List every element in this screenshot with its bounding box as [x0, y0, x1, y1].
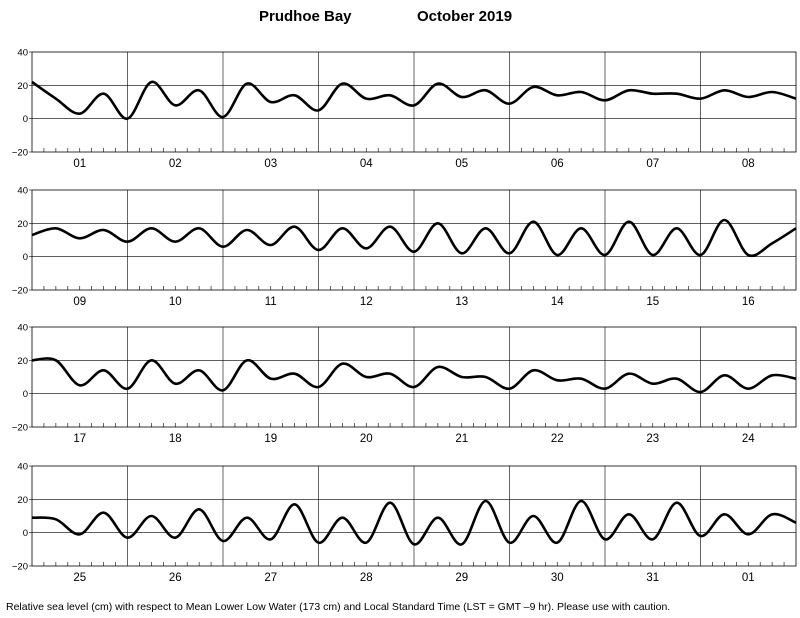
- y-tick-label: 40: [17, 462, 28, 473]
- y-tick-label: 40: [17, 48, 28, 59]
- y-tick-label: 0: [23, 114, 28, 125]
- y-tick-label: 0: [23, 528, 28, 539]
- day-label: 18: [169, 433, 182, 445]
- panel-3: 40 20 0 −20 17 18 19 20 21 22 23 24: [12, 323, 797, 445]
- day-label: 01: [742, 572, 755, 584]
- day-label: 15: [646, 296, 659, 308]
- tide-curve: [31, 80, 797, 120]
- y-tick-label: 20: [17, 81, 28, 92]
- y-tick-label: 20: [17, 219, 28, 230]
- y-tick-label: 20: [17, 356, 28, 367]
- day-label: 01: [73, 158, 86, 170]
- day-label: 04: [360, 158, 373, 170]
- y-tick-label: −20: [12, 562, 28, 573]
- footer-note: Relative sea level (cm) with respect to …: [6, 601, 670, 613]
- day-label: 22: [551, 433, 564, 445]
- day-label: 27: [264, 572, 277, 584]
- panel-2: 40 20 0 −20 09 10 11 12 13 14 15 16: [12, 186, 797, 308]
- day-label: 11: [265, 296, 277, 308]
- station-title: Prudhoe Bay: [259, 8, 352, 25]
- day-label: 17: [73, 433, 86, 445]
- panel-4: 40 20 0 −20 25 26 27 28 29 30 31 01: [12, 462, 797, 584]
- day-label: 25: [73, 572, 86, 584]
- day-label: 14: [551, 296, 564, 308]
- day-label: 07: [646, 158, 659, 170]
- day-label: 09: [73, 296, 86, 308]
- y-tick-label: 40: [17, 186, 28, 197]
- tide-curve: [31, 499, 797, 546]
- y-tick-label: −20: [12, 286, 28, 297]
- y-tick-label: −20: [12, 423, 28, 434]
- day-label: 24: [742, 433, 755, 445]
- day-label: 30: [551, 572, 564, 584]
- day-label: 16: [742, 296, 755, 308]
- day-label: 21: [455, 433, 468, 445]
- day-label: 13: [455, 296, 468, 308]
- y-tick-label: 20: [17, 495, 28, 506]
- y-tick-label: 0: [23, 252, 28, 263]
- day-label: 19: [264, 433, 277, 445]
- day-label: 26: [169, 572, 182, 584]
- tide-curve: [31, 218, 797, 258]
- y-tick-label: −20: [12, 148, 28, 159]
- day-label: 23: [646, 433, 659, 445]
- day-label: 29: [455, 572, 468, 584]
- month-title: October 2019: [417, 8, 512, 25]
- day-label: 02: [169, 158, 182, 170]
- day-label: 28: [360, 572, 373, 584]
- day-label: 12: [360, 296, 373, 308]
- day-label: 06: [551, 158, 564, 170]
- day-label: 31: [646, 572, 659, 584]
- day-label: 05: [455, 158, 468, 170]
- tide-curve: [31, 357, 797, 394]
- panels: 40 20 0 −20 01 02 03 04 05 06 07 08 40 20 0 −20 09 10 11 12…: [12, 48, 797, 584]
- panel-1: 40 20 0 −20 01 02 03 04 05 06 07 08: [12, 48, 797, 170]
- y-tick-label: 0: [23, 389, 28, 400]
- day-label: 08: [742, 158, 755, 170]
- day-label: 10: [169, 296, 182, 308]
- day-label: 20: [360, 433, 373, 445]
- day-label: 03: [264, 158, 277, 170]
- y-tick-label: 40: [17, 323, 28, 334]
